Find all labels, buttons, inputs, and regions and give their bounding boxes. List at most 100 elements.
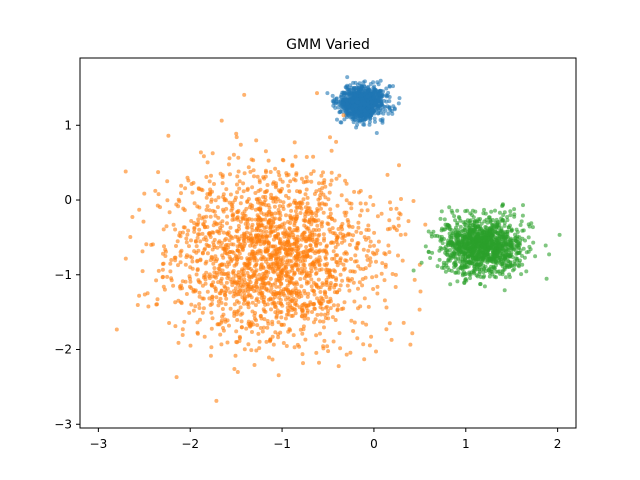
scatter-point bbox=[176, 263, 180, 268]
scatter-point bbox=[189, 219, 194, 223]
scatter-point bbox=[295, 189, 299, 194]
scatter-point bbox=[299, 176, 304, 181]
scatter-point bbox=[261, 202, 266, 207]
scatter-point bbox=[385, 172, 390, 177]
scatter-point bbox=[371, 287, 376, 291]
scatter-point bbox=[375, 105, 380, 110]
scatter-point bbox=[313, 266, 318, 271]
scatter-point bbox=[221, 246, 226, 251]
scatter-point bbox=[223, 285, 228, 290]
scatter-point bbox=[317, 299, 321, 304]
scatter-point bbox=[245, 282, 250, 287]
scatter-point bbox=[275, 250, 280, 255]
scatter-point bbox=[345, 92, 350, 97]
scatter-point bbox=[238, 305, 243, 310]
scatter-point bbox=[123, 256, 128, 261]
scatter-point bbox=[208, 187, 213, 192]
scatter-point bbox=[236, 169, 241, 174]
scatter-point bbox=[440, 226, 444, 231]
scatter-point bbox=[481, 275, 486, 280]
scatter-point bbox=[299, 284, 304, 289]
scatter-point bbox=[359, 231, 363, 235]
scatter-point bbox=[351, 280, 356, 285]
scatter-point bbox=[351, 80, 356, 85]
scatter-point bbox=[294, 216, 299, 221]
scatter-point bbox=[254, 138, 259, 143]
scatter-point bbox=[246, 197, 251, 201]
scatter-point bbox=[463, 271, 468, 276]
scatter-point bbox=[287, 281, 292, 286]
scatter-point bbox=[250, 206, 254, 211]
scatter-point bbox=[355, 100, 360, 105]
scatter-point bbox=[557, 232, 562, 237]
scatter-point bbox=[259, 239, 263, 244]
scatter-point bbox=[375, 80, 380, 85]
scatter-point bbox=[221, 272, 226, 276]
scatter-point bbox=[348, 350, 353, 355]
scatter-point bbox=[301, 262, 306, 267]
scatter-point bbox=[411, 199, 416, 203]
scatter-point bbox=[323, 248, 328, 253]
scatter-point bbox=[209, 345, 214, 350]
scatter-point bbox=[277, 173, 282, 178]
scatter-point bbox=[269, 307, 273, 312]
scatter-point bbox=[221, 328, 226, 333]
scatter-point bbox=[272, 234, 277, 239]
scatter-point bbox=[246, 238, 251, 243]
scatter-point bbox=[370, 250, 375, 255]
scatter-point bbox=[237, 251, 242, 256]
scatter-point bbox=[277, 295, 282, 300]
scatter-point bbox=[360, 100, 365, 105]
scatter-point bbox=[460, 246, 465, 251]
scatter-point bbox=[396, 101, 401, 106]
scatter-point bbox=[356, 241, 361, 246]
scatter-point bbox=[318, 319, 322, 324]
scatter-point bbox=[293, 311, 298, 316]
scatter-point bbox=[411, 268, 416, 273]
scatter-point bbox=[337, 288, 342, 292]
scatter-point bbox=[360, 283, 365, 288]
scatter-point bbox=[218, 244, 223, 249]
scatter-point bbox=[328, 211, 333, 216]
scatter-point bbox=[230, 283, 235, 288]
scatter-point bbox=[255, 323, 260, 328]
scatter-point bbox=[187, 244, 191, 249]
scatter-point bbox=[386, 90, 391, 95]
scatter-point bbox=[209, 283, 214, 288]
scatter-point bbox=[285, 305, 290, 310]
scatter-point bbox=[301, 327, 306, 332]
scatter-point bbox=[482, 207, 486, 212]
scatter-point bbox=[505, 218, 510, 223]
scatter-point bbox=[180, 333, 185, 337]
scatter-point bbox=[303, 205, 308, 210]
scatter-point bbox=[320, 281, 325, 286]
scatter-point bbox=[353, 103, 358, 108]
scatter-point bbox=[367, 263, 372, 268]
scatter-point bbox=[255, 239, 260, 244]
scatter-point bbox=[485, 248, 490, 253]
scatter-point bbox=[356, 264, 361, 269]
scatter-point bbox=[338, 260, 343, 265]
scatter-point bbox=[468, 236, 473, 241]
scatter-point bbox=[474, 255, 478, 260]
scatter-point bbox=[333, 318, 338, 322]
scatter-point bbox=[213, 213, 218, 218]
scatter-point bbox=[248, 169, 253, 174]
scatter-point bbox=[509, 228, 514, 233]
scatter-point bbox=[236, 255, 241, 260]
scatter-point bbox=[345, 276, 350, 281]
scatter-point bbox=[387, 99, 392, 104]
scatter-point bbox=[261, 275, 266, 279]
scatter-point bbox=[241, 189, 246, 194]
scatter-point bbox=[344, 110, 349, 115]
scatter-point bbox=[278, 188, 283, 193]
scatter-point bbox=[273, 302, 277, 307]
scatter-point bbox=[137, 207, 142, 212]
scatter-point bbox=[261, 325, 266, 330]
scatter-point bbox=[295, 257, 300, 262]
scatter-point bbox=[500, 203, 505, 208]
scatter-point bbox=[235, 215, 240, 220]
scatter-point bbox=[228, 225, 233, 230]
scatter-point bbox=[453, 241, 458, 246]
scatter-point bbox=[200, 251, 205, 256]
